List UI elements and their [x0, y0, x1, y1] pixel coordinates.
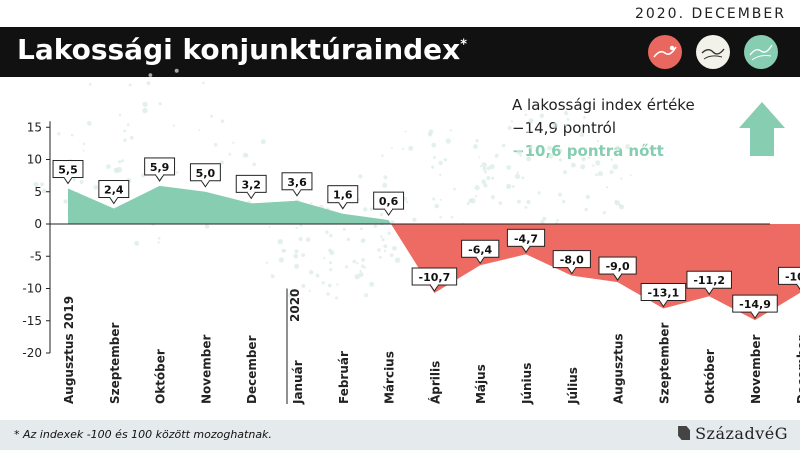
footer: * Az indexek -100 és 100 között mozoghat…	[0, 420, 800, 450]
svg-text:0,6: 0,6	[379, 195, 399, 208]
up-arrow-icon	[739, 102, 785, 156]
x-tick-label: Szeptember	[657, 323, 671, 404]
x-tick-label: Április	[427, 361, 442, 404]
green-trend-icon	[744, 35, 778, 69]
logo-icon	[678, 426, 691, 440]
x-tick-label: Január	[291, 360, 305, 405]
x-tick-label: Augusztus	[612, 333, 626, 404]
data-label: 5,5	[52, 160, 84, 185]
svg-text:-10,6: -10,6	[785, 270, 800, 283]
svg-text:5,5: 5,5	[58, 164, 78, 177]
year-label: 2020	[288, 289, 302, 322]
x-tick-label: Június	[520, 363, 534, 405]
y-tick-label: -10	[22, 282, 42, 296]
x-tick-label: December	[795, 335, 800, 404]
data-label: -4,7	[506, 228, 546, 254]
y-tick-label: -5	[30, 249, 42, 263]
x-tick-label: Március	[383, 351, 397, 404]
chart-area: 15 10 5 0 -5 -10 -15 -20 2020 5,5 2,4 5,9 5,0 3,2 3,6…	[22, 68, 800, 405]
x-tick-label: Február	[337, 351, 351, 404]
svg-text:5,0: 5,0	[196, 167, 216, 180]
x-tick-label: December	[245, 335, 259, 404]
y-tick-label: 10	[27, 153, 42, 167]
data-label: 2,4	[98, 180, 130, 205]
y-tick-label: 15	[27, 120, 42, 134]
svg-text:-8,0: -8,0	[560, 254, 584, 267]
data-label: -8,0	[552, 250, 591, 275]
data-label: 5,9	[144, 157, 176, 182]
y-tick-label: 5	[34, 185, 42, 199]
data-label: -9,0	[598, 256, 637, 281]
data-label: -11,2	[686, 270, 732, 296]
svg-text:3,2: 3,2	[241, 178, 261, 191]
title-footnote-mark: *	[460, 37, 468, 53]
data-label: -14,9	[732, 294, 778, 320]
x-tick-label: Október	[154, 349, 168, 404]
svg-text:2,4: 2,4	[104, 184, 124, 197]
report-date: 2020. DECEMBER	[634, 6, 786, 22]
red-trend-icon	[648, 35, 682, 69]
x-tick-label: Augusztus 2019	[62, 296, 76, 404]
svg-text:-11,2: -11,2	[693, 274, 725, 287]
data-label: 0,6	[373, 191, 405, 217]
data-label: 5,0	[189, 163, 221, 188]
positive-area	[68, 185, 391, 224]
svg-text:-10,7: -10,7	[419, 271, 451, 284]
svg-text:-14,9: -14,9	[739, 298, 771, 311]
x-tick-label: Szeptember	[108, 323, 122, 404]
svg-text:5,9: 5,9	[150, 161, 170, 174]
brand-logo: SzázadvéG	[678, 424, 788, 443]
title-bar: Lakossági konjunktúraindex*	[0, 27, 800, 77]
x-tick-label: Július	[566, 367, 580, 405]
callout-line-1: A lakossági index értéke	[512, 96, 695, 114]
y-tick-label: -15	[22, 314, 42, 328]
svg-text:3,6: 3,6	[287, 176, 307, 189]
neutral-trend-icon	[696, 35, 730, 69]
data-label: 3,2	[235, 174, 267, 200]
page-title: Lakossági konjunktúraindex*	[17, 33, 468, 66]
svg-text:-6,4: -6,4	[468, 243, 492, 256]
x-tick-label: November	[199, 335, 213, 404]
x-tick-label: Május	[474, 364, 488, 404]
data-label: -13,1	[640, 282, 687, 308]
callout-line-2: −14,9 pontról	[512, 119, 617, 137]
footnote: * Az indexek -100 és 100 között mozoghat…	[14, 428, 272, 441]
data-label: 1,6	[327, 185, 359, 210]
data-label: 3,6	[281, 172, 313, 197]
svg-text:-9,0: -9,0	[606, 260, 630, 273]
data-label: -10,6	[778, 266, 800, 291]
data-label: -6,4	[461, 239, 500, 265]
x-tick-label: Október	[703, 349, 717, 404]
y-tick-label: 0	[34, 217, 42, 231]
y-tick-label: -20	[22, 346, 42, 360]
svg-text:-13,1: -13,1	[648, 286, 680, 299]
data-label: -10,7	[411, 267, 458, 292]
x-tick-label: November	[749, 335, 763, 404]
svg-text:-4,7: -4,7	[514, 232, 538, 245]
svg-text:1,6: 1,6	[333, 189, 353, 202]
